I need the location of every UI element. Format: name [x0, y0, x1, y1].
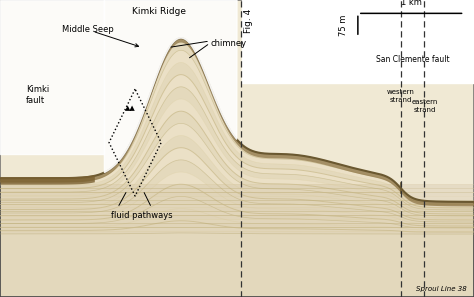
- Text: San Clemente fault: San Clemente fault: [375, 55, 449, 64]
- Text: 1 km: 1 km: [401, 0, 422, 7]
- Text: 75 m: 75 m: [339, 15, 348, 36]
- Text: Kimki Ridge: Kimki Ridge: [132, 7, 186, 16]
- Text: Kimki
fault: Kimki fault: [26, 85, 49, 105]
- Polygon shape: [242, 0, 474, 83]
- Text: chimney: chimney: [211, 39, 247, 48]
- Text: Sproul Line 38: Sproul Line 38: [416, 286, 467, 292]
- Text: eastern
strand: eastern strand: [412, 99, 438, 113]
- Text: Middle Seep: Middle Seep: [62, 25, 113, 34]
- Polygon shape: [104, 0, 237, 173]
- Text: ▲▲: ▲▲: [125, 105, 136, 111]
- Text: western
strand: western strand: [387, 89, 414, 102]
- Text: Fig. 4: Fig. 4: [245, 9, 253, 33]
- Text: fluid pathways: fluid pathways: [111, 211, 173, 220]
- Polygon shape: [0, 0, 104, 154]
